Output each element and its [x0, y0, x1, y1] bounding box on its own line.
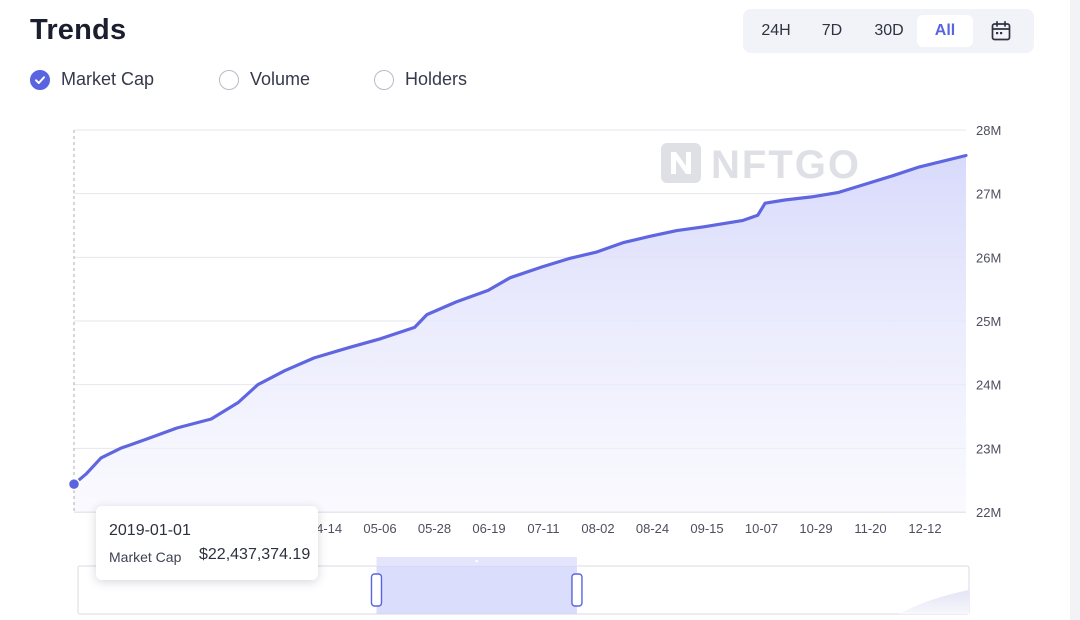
range-all-button[interactable]: All [917, 15, 973, 47]
zoom-handle-left[interactable] [370, 573, 383, 607]
checked-radio-icon[interactable] [30, 70, 50, 90]
zoom-preview-area [899, 590, 969, 614]
x-tick-label: 10-29 [799, 521, 832, 536]
x-tick-label: 12-12 [908, 521, 941, 536]
zoom-selection[interactable] [376, 566, 577, 614]
radio-icon[interactable] [374, 70, 394, 90]
time-range-selector: 24H 7D 30D All [743, 9, 1034, 53]
x-tick-label: 10-07 [745, 521, 778, 536]
x-tick-label: 11-20 [854, 521, 886, 536]
y-tick-label: 26M [976, 250, 1001, 265]
x-tick-label: 08-02 [581, 521, 614, 536]
range-7d-button[interactable]: 7D [821, 22, 843, 39]
market-cap-area [74, 155, 966, 512]
y-tick-label: 28M [976, 123, 1001, 138]
metric-label: Holders [405, 69, 468, 89]
tooltip-value: $22,437,374.19 [199, 546, 311, 563]
calendar-icon[interactable] [989, 19, 1013, 43]
range-30d-button[interactable]: 30D [874, 22, 904, 39]
zoom-handle-right[interactable] [571, 573, 583, 607]
y-tick-label: 25M [976, 314, 1001, 329]
nftgo-watermark: NFTGO [661, 143, 861, 187]
radio-icon[interactable] [219, 70, 239, 90]
y-tick-label: 22M [976, 505, 1001, 520]
data-tooltip: 2019-01-01 Market Cap $22,437,374.19 [96, 506, 318, 580]
market-cap-line [72, 153, 968, 486]
scrollbar-track[interactable] [1070, 0, 1080, 620]
metric-label: Volume [250, 69, 311, 89]
y-tick-label: 24M [976, 378, 1001, 393]
x-tick-label: 05-06 [363, 521, 396, 536]
y-tick-label: 27M [976, 187, 1001, 202]
watermark-text: NFTGO [711, 143, 861, 187]
x-tick-label: 09-15 [690, 521, 723, 536]
tooltip-date: 2019-01-01 [109, 522, 191, 539]
y-tick-label: 23M [976, 441, 1001, 456]
tooltip-label: Market Cap [109, 549, 182, 565]
x-tick-label: 08-24 [636, 521, 669, 536]
range-24h-button[interactable]: 24H [761, 22, 791, 39]
metric-label: Market Cap [61, 69, 155, 89]
page-title: Trends [30, 14, 127, 46]
x-tick-label: 06-19 [472, 521, 505, 536]
zoom-move-grip [475, 559, 479, 563]
x-tick-label: 07-11 [527, 521, 559, 536]
x-tick-label: 05-28 [418, 521, 451, 536]
hover-point[interactable] [67, 477, 81, 491]
